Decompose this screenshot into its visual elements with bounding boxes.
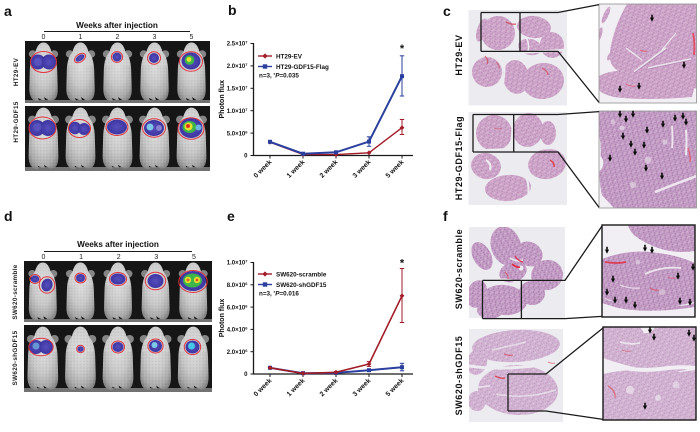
svg-text:f: f: [443, 208, 448, 224]
svg-text:HT29-EV: HT29-EV: [13, 57, 20, 86]
svg-text:1.5×107: 1.5×107: [227, 85, 249, 93]
svg-text:2: 2: [116, 34, 120, 41]
svg-text:6.0×106: 6.0×106: [227, 303, 249, 311]
svg-text:SW620-scramble: SW620-scramble: [12, 264, 19, 319]
svg-text:2.5×107: 2.5×107: [227, 40, 249, 48]
svg-text:d: d: [4, 208, 13, 224]
svg-text:1: 1: [79, 34, 83, 41]
svg-text:1.0×107: 1.0×107: [227, 107, 249, 115]
svg-text:HT29-GDF15-Flag: HT29-GDF15-Flag: [454, 116, 464, 201]
svg-text:c: c: [443, 3, 451, 19]
svg-text:e: e: [227, 208, 235, 224]
svg-text:HT29-EV: HT29-EV: [454, 34, 464, 75]
svg-text:HT29-GDF15-Flag: HT29-GDF15-Flag: [276, 64, 329, 71]
svg-text:*: *: [400, 43, 405, 55]
svg-text:2.0×107: 2.0×107: [227, 62, 249, 70]
svg-text:Weeks after injection: Weeks after injection: [77, 240, 159, 249]
svg-text:Photon flux: Photon flux: [219, 80, 226, 119]
svg-text:2.0×106: 2.0×106: [227, 348, 249, 356]
svg-text:Weeks after injection: Weeks after injection: [76, 21, 158, 30]
svg-text:HT29-EV: HT29-EV: [276, 53, 303, 60]
svg-text:8.0×106: 8.0×106: [227, 281, 249, 289]
svg-text:SW620-scramble: SW620-scramble: [454, 229, 464, 309]
svg-text:0: 0: [244, 372, 248, 378]
svg-text:3: 3: [153, 34, 157, 41]
svg-text:2: 2: [117, 254, 121, 261]
svg-text:SW620-shGDF15: SW620-shGDF15: [276, 282, 327, 289]
svg-text:4.0×106: 4.0×106: [227, 326, 249, 334]
svg-text:5: 5: [192, 254, 196, 261]
svg-text:SW620-scramble: SW620-scramble: [276, 271, 327, 278]
svg-text:0: 0: [42, 34, 46, 41]
svg-text:0: 0: [244, 154, 248, 160]
svg-text:SW620-shGDF15: SW620-shGDF15: [454, 336, 464, 416]
svg-text:n=3, *P=0.035: n=3, *P=0.035: [259, 72, 299, 80]
svg-text:a: a: [4, 3, 12, 19]
svg-text:0: 0: [42, 254, 46, 261]
svg-text:HT29-GDF15: HT29-GDF15: [13, 101, 20, 142]
svg-text:5: 5: [190, 34, 194, 41]
svg-text:5.0×106: 5.0×106: [227, 129, 249, 137]
svg-text:SW620-shGDF15: SW620-shGDF15: [12, 330, 19, 385]
svg-text:1.0×107: 1.0×107: [227, 259, 249, 267]
svg-text:3: 3: [154, 254, 158, 261]
svg-text:b: b: [228, 2, 237, 18]
svg-text:n=3, *P=0.016: n=3, *P=0.016: [259, 290, 299, 298]
svg-text:Photon flux: Photon flux: [219, 299, 226, 338]
svg-text:*: *: [400, 258, 405, 270]
svg-text:1: 1: [79, 254, 83, 261]
